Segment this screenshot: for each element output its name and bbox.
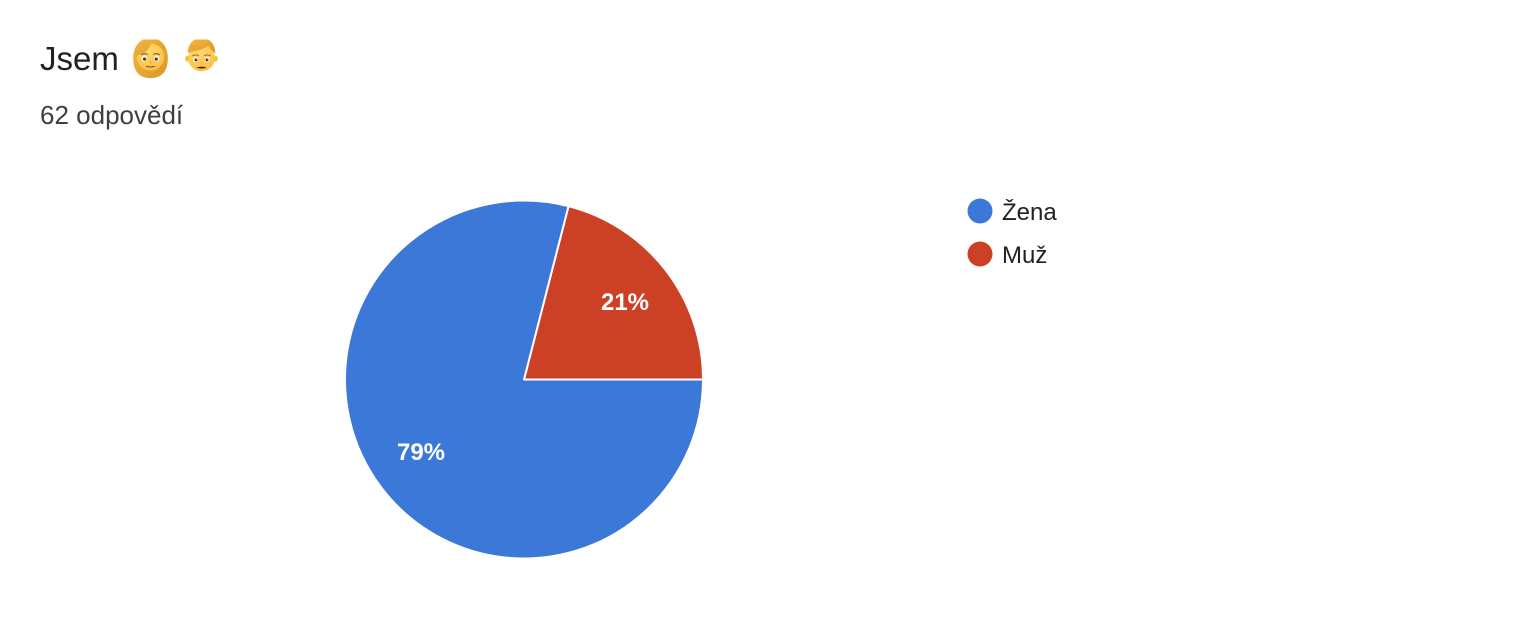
svg-text:79%: 79% (397, 439, 445, 466)
svg-text:Muž: Muž (1002, 242, 1047, 269)
svg-text:Žena: Žena (1002, 199, 1057, 226)
svg-text:21%: 21% (601, 289, 649, 316)
svg-text:62 odpovědí: 62 odpovědí (40, 100, 184, 130)
svg-text:Jsem: Jsem (40, 40, 119, 77)
